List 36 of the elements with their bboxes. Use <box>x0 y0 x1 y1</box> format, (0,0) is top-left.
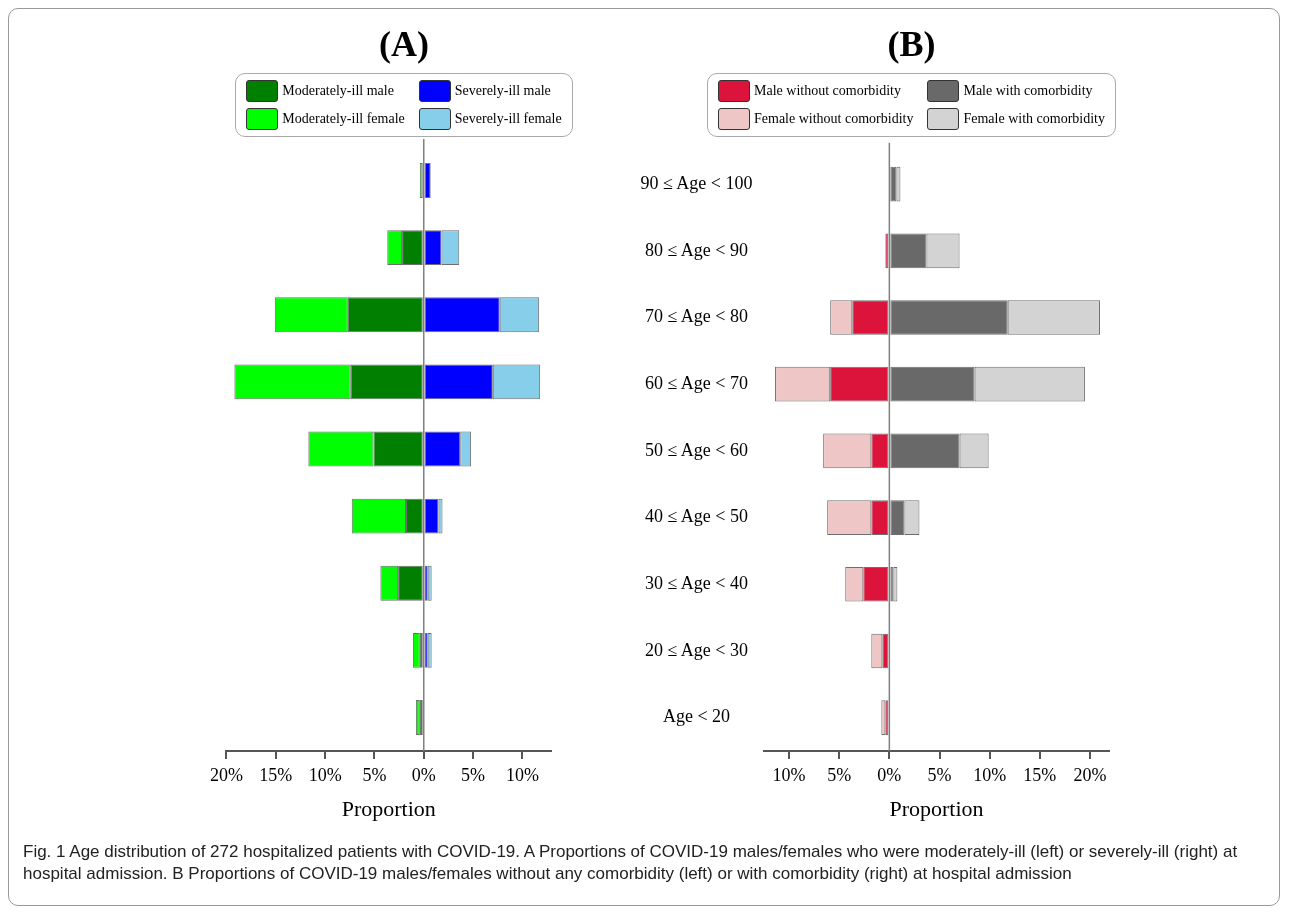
x-tick-label: 5% <box>827 764 852 785</box>
legend-label: Moderately-ill female <box>282 111 405 127</box>
x-tick-label: 5% <box>362 764 387 785</box>
legend-label: Male with comorbidity <box>963 83 1093 99</box>
chart-title: (B) <box>886 23 937 66</box>
y-tick-label: 20 ≤ Age < 30 <box>644 639 749 660</box>
x-tick-label: 15% <box>1023 764 1057 785</box>
chart-title: (A) <box>378 23 430 66</box>
x-tick-label: 5% <box>461 764 486 785</box>
y-tick-label: 30 ≤ Age < 40 <box>644 573 749 594</box>
x-tick-label: 20% <box>210 764 243 785</box>
x-tick-label: 10% <box>772 764 806 785</box>
x-tick-label: 5% <box>927 764 952 785</box>
y-tick-label: 90 ≤ Age < 100 <box>640 172 753 193</box>
legend-label: Severely-ill female <box>454 111 562 127</box>
legend-label: Male without comorbidity <box>754 83 901 99</box>
x-tick-label: 10% <box>505 764 539 785</box>
x-axis-title: Proportion <box>341 795 436 821</box>
legend-label: Female with comorbidity <box>963 111 1105 127</box>
y-tick-label: 80 ≤ Age < 90 <box>644 239 749 260</box>
x-tick-label: 10% <box>973 764 1007 785</box>
y-tick-label: 50 ≤ Age < 60 <box>644 439 749 460</box>
y-tick-label: 40 ≤ Age < 50 <box>644 506 749 527</box>
legend-label: Moderately-ill male <box>282 83 394 99</box>
x-tick-label: 20% <box>1073 764 1107 785</box>
y-tick-label: 60 ≤ Age < 70 <box>644 372 749 393</box>
legend-label: Female without comorbidity <box>754 111 914 127</box>
x-axis-title: Proportion <box>889 795 984 821</box>
x-tick-label: 0% <box>411 764 436 785</box>
y-tick-label: Age < 20 <box>662 706 731 727</box>
x-tick-label: 10% <box>308 764 342 785</box>
x-tick-label: 15% <box>259 764 293 785</box>
caption: Fig. 1 Age distribution of 272 hospitalized patients with COVID-19. A Proportions of COVID-19 males/females who were moderately-ill (left) or severely-ill (right) at hospital admission. B Proportions of COVID-19 males/females without any comorbidity (left) or with comorbidity (right) at hospital admission <box>23 841 1239 885</box>
x-tick-label: 0% <box>877 764 902 785</box>
y-tick-label: 70 ≤ Age < 80 <box>644 306 749 327</box>
legend-label: Severely-ill male <box>454 83 551 99</box>
